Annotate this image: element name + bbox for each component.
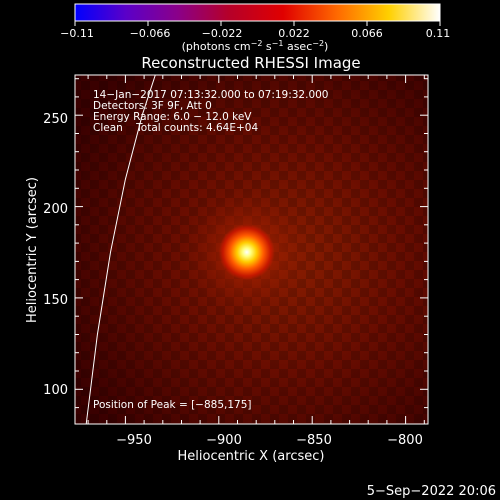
y-tick-label-3: 250 (43, 112, 68, 127)
y-tick-label-1: 150 (43, 293, 68, 308)
x-tick-label-0: −950 (116, 433, 152, 448)
annotation-time-range: 14−Jan−2017 07:13:32.000 to 07:19:32.000 (93, 89, 329, 101)
colorbar-ticks (74, 21, 441, 26)
colorbar-tick-label-4: 0.066 (351, 27, 383, 40)
x-tick-label-1: −900 (206, 433, 242, 448)
colorbar-units-label: (photons cm−2 s−1 asec−2) (182, 39, 329, 53)
annotation-energy-range: Energy Range: 6.0 − 12.0 keV (93, 111, 252, 123)
y-axis-label: Heliocentric Y (arcsec) (25, 177, 40, 323)
colorbar-strip (74, 3, 441, 22)
colorbar-tick-label-5: 0.11 (426, 27, 451, 40)
y-axis-ticks (75, 78, 428, 409)
image-area (74, 74, 429, 425)
colorbar-tick-label-0: −0.11 (60, 27, 94, 40)
annotation-detectors: Detectors: 3F 9F, Att 0 (93, 100, 212, 112)
chart-title: Reconstructed RHESSI Image (141, 54, 360, 72)
y-tick-label-2: 200 (43, 202, 68, 217)
annotation-clean-total-counts: Clean Total counts: 4.64E+04 (93, 122, 258, 134)
y-tick-label-0: 100 (43, 383, 68, 398)
colorbar: −0.11 −0.066 −0.022 0.022 0.066 0.11 (ph… (60, 3, 451, 53)
x-axis-label: Heliocentric X (arcsec) (178, 449, 325, 464)
plot-frame (74, 74, 429, 425)
colorbar-tick-label-3: 0.022 (278, 27, 310, 40)
peak-source (218, 224, 275, 281)
colorbar-tick-label-2: −0.022 (202, 27, 243, 40)
x-tick-label-2: −850 (296, 433, 332, 448)
solar-limb-line (85, 74, 156, 425)
footer-timestamp: 5−Sep−2022 20:06 (367, 484, 496, 499)
annotation-peak-position: Position of Peak = [−885,175] (93, 399, 252, 411)
x-tick-label-3: −800 (387, 433, 423, 448)
colorbar-tick-label-1: −0.066 (130, 27, 171, 40)
